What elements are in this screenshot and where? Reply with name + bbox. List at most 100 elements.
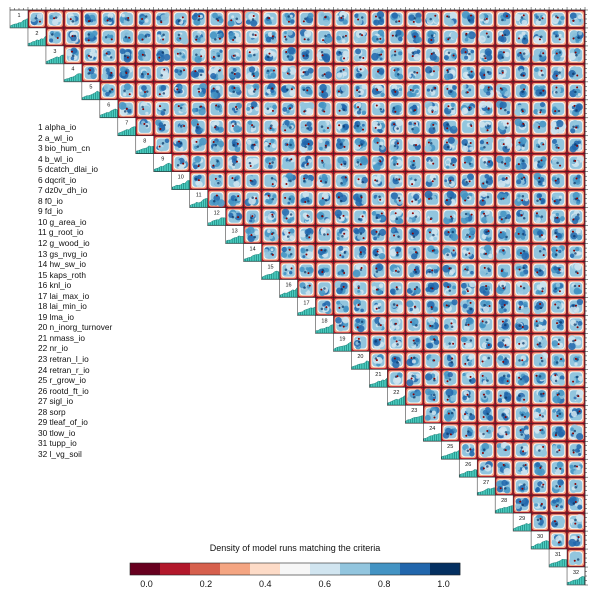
density-panel [63, 27, 83, 47]
colorbar-segment [430, 563, 461, 575]
density-panel [405, 45, 424, 65]
density-panel [530, 81, 550, 101]
density-panel [458, 171, 478, 190]
density-panel [476, 171, 496, 190]
density-panel [566, 189, 586, 208]
density-panel [441, 135, 460, 154]
legend-item: 7 dz0v_dh_io [38, 185, 88, 196]
density-panel [441, 171, 460, 190]
density-panel [530, 207, 550, 226]
diagonal-index-label: 20 [357, 354, 363, 360]
density-panel [369, 171, 388, 190]
density-panel [279, 171, 298, 190]
density-panel [566, 27, 586, 47]
density-panel [81, 63, 101, 83]
density-panel [225, 171, 244, 190]
density-panel [512, 9, 532, 29]
density-panel [512, 225, 532, 244]
density-panel [441, 405, 460, 424]
density-panel [548, 207, 568, 226]
density-panel [387, 225, 406, 244]
legend-item: 12 g_wood_io [38, 238, 90, 249]
density-panel [548, 243, 568, 262]
density-panel [207, 81, 226, 101]
diagonal-histogram: 8 [135, 135, 154, 154]
density-panel [315, 9, 334, 29]
colorbar-segment [160, 563, 191, 575]
density-panel [297, 261, 316, 280]
density-panel [458, 351, 478, 370]
density-panel [225, 135, 244, 154]
density-panel [153, 117, 172, 137]
density-panel [351, 153, 370, 172]
density-panel [225, 117, 244, 137]
density-panel [494, 405, 514, 424]
density-panel [494, 207, 514, 226]
legend-item: 17 lai_max_io [38, 290, 90, 301]
density-panel [315, 81, 334, 101]
density-panel [387, 279, 406, 298]
density-panel [297, 63, 316, 83]
colorbar-tick-label: 0.2 [200, 579, 213, 589]
diagonal-histogram: 14 [243, 243, 262, 262]
colorbar-tick-label: 1.0 [437, 579, 450, 589]
diagonal-index-label: 6 [107, 103, 110, 109]
diagonal-index-label: 23 [411, 408, 417, 414]
density-panel [369, 333, 388, 352]
diagonal-index-label: 11 [196, 193, 202, 199]
density-panel [494, 27, 514, 47]
density-panel [530, 243, 550, 262]
colorbar-segment [280, 563, 311, 575]
density-panel [351, 135, 370, 154]
density-panel [387, 171, 406, 190]
diagonal-histogram: 2 [27, 27, 47, 47]
legend-item: 2 a_wl_io [38, 132, 74, 143]
density-panel [171, 9, 190, 29]
colorbar: 0.0 0.2 0.4 0.6 0.8 1.0 [129, 562, 461, 589]
density-panel [153, 63, 172, 83]
density-panel [566, 81, 586, 101]
density-panel [387, 243, 406, 262]
density-panel [476, 99, 496, 119]
density-panel [476, 261, 496, 280]
density-panel [494, 171, 514, 190]
density-panel [225, 207, 244, 226]
legend-item: 31 tupp_io [38, 438, 77, 449]
density-panel [494, 189, 514, 208]
density-panel [153, 9, 172, 29]
density-panel [566, 207, 586, 226]
density-panel [369, 117, 388, 137]
density-panel [405, 369, 424, 388]
density-panel [512, 297, 532, 316]
density-panel [566, 171, 586, 190]
density-panel [261, 171, 280, 190]
density-panel [458, 279, 478, 298]
density-panel [476, 423, 496, 442]
density-panel [387, 135, 406, 154]
diagonal-index-label: 2 [35, 31, 38, 37]
legend-item: 20 n_inorg_turnover [38, 322, 113, 333]
variable-legend: 1 alpha_io 2 a_wl_io 3 bio_hum_cn 4 b_wl_io… [38, 122, 112, 460]
density-panel [63, 45, 83, 65]
colorbar-tick-label: 0.4 [259, 579, 272, 589]
density-panel [405, 63, 424, 83]
density-panel [351, 225, 370, 244]
density-panel [548, 315, 568, 334]
density-panel [135, 45, 154, 65]
diagonal-histogram: 5 [81, 81, 101, 101]
density-panel [387, 99, 406, 119]
density-panel [387, 27, 406, 47]
density-panel [441, 279, 460, 298]
diagonal-index-label: 21 [375, 372, 381, 378]
diagonal-index-label: 26 [465, 462, 471, 468]
density-panel [351, 9, 370, 29]
diagonal-index-label: 24 [429, 426, 435, 432]
diagonal-histogram: 10 [171, 171, 190, 190]
density-panel [261, 135, 280, 154]
diagonal-index-label: 3 [53, 49, 56, 55]
legend-item: 11 g_root_io [38, 227, 84, 238]
legend-item: 25 r_grow_io [38, 375, 86, 386]
density-panel [45, 9, 65, 29]
density-panel [458, 9, 478, 29]
density-panel [530, 279, 550, 298]
